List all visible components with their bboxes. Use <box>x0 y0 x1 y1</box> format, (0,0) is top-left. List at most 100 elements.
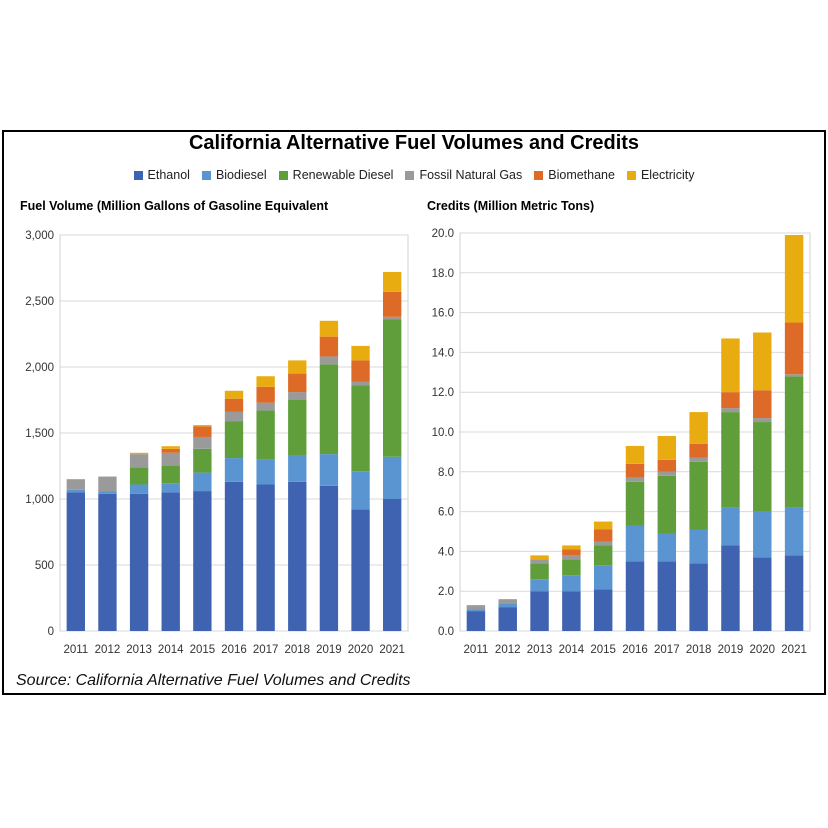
bar-segment <box>593 521 613 530</box>
bar-segment <box>383 319 402 457</box>
bar-segment <box>753 557 772 631</box>
chart-title: California Alternative Fuel Volumes and … <box>188 132 640 154</box>
legend-swatch <box>626 170 636 180</box>
x-tick-label: 2013 <box>527 644 553 656</box>
bar-segment <box>351 509 370 631</box>
bar-segment <box>161 448 180 453</box>
bar-segment <box>593 529 613 542</box>
bar-segment <box>466 609 486 612</box>
bar-segment <box>657 533 677 562</box>
bar-segment <box>288 392 307 400</box>
bar-segment <box>319 320 339 337</box>
legend-swatch <box>201 170 211 180</box>
x-tick-label: 2012 <box>495 644 521 656</box>
bar-segment <box>66 492 85 631</box>
bar-segment <box>351 381 370 386</box>
bar-segment <box>161 492 180 631</box>
bar-segment <box>530 559 549 564</box>
bar-segment <box>319 454 339 486</box>
legend: Ethanol Biodiesel Renewable Diesel Fossil N… <box>0 168 828 182</box>
source-note: Source: California Alternative Fuel Volu… <box>16 672 411 689</box>
bar-segment <box>383 271 402 292</box>
x-tick-label: 2015 <box>190 644 216 656</box>
bar-segment <box>657 435 677 460</box>
bar-segment <box>784 234 804 323</box>
bar-segment <box>193 472 212 492</box>
x-tick-label: 2017 <box>654 644 680 656</box>
bar-segment <box>625 463 645 478</box>
x-tick-label: 2013 <box>126 644 152 656</box>
bar-segment <box>784 322 804 375</box>
bar-segment <box>689 457 708 462</box>
y-tick-label: 500 <box>35 560 54 572</box>
bar-segment <box>593 545 613 566</box>
bar-segment <box>383 291 402 317</box>
bar-segment <box>319 336 339 357</box>
bar-segment <box>351 471 370 510</box>
bar-segment <box>351 385 370 472</box>
bar-segment <box>657 459 677 472</box>
y-tick-label: 3,000 <box>25 230 54 242</box>
x-tick-label: 2021 <box>379 644 405 656</box>
bar-segment <box>562 559 581 576</box>
legend-swatch <box>534 170 544 180</box>
bar-segment <box>66 489 85 493</box>
bar-segment <box>288 373 307 393</box>
legend-label: Electricity <box>640 168 695 182</box>
x-tick-label: 2019 <box>718 644 744 656</box>
bar-segment <box>224 398 244 412</box>
bar-segment <box>129 454 149 468</box>
bar-segment <box>351 360 370 382</box>
y-tick-label: 14.0 <box>432 347 454 359</box>
bar-segment <box>721 412 740 508</box>
bar-segment <box>784 374 804 377</box>
bar-segment <box>256 376 275 387</box>
x-tick-label: 2019 <box>316 644 342 656</box>
bar-segment <box>193 425 212 427</box>
y-tick-label: 4.0 <box>438 546 454 558</box>
bar-segment <box>721 408 740 413</box>
bar-segment <box>689 563 708 631</box>
x-tick-label: 2011 <box>464 644 489 656</box>
x-tick-label: 2021 <box>781 644 807 656</box>
y-tick-label: 20.0 <box>432 228 454 240</box>
legend-label: Fossil Natural Gas <box>419 168 523 182</box>
bar-segment <box>689 461 708 530</box>
bar-segment <box>530 563 549 580</box>
bar-segment <box>562 555 581 560</box>
bar-segment <box>256 410 275 460</box>
legend-swatch <box>278 170 288 180</box>
bar-segment <box>753 422 772 512</box>
bar-segment <box>593 565 613 590</box>
bar-segment <box>498 599 517 604</box>
x-tick-label: 2018 <box>284 644 310 656</box>
bar-segment <box>193 426 212 437</box>
bar-segment <box>288 455 307 482</box>
bar-segment <box>593 589 613 631</box>
bar-segment <box>784 555 804 631</box>
bar-segment <box>129 484 149 494</box>
legend-item: Ethanol <box>133 168 190 182</box>
bar-segment <box>161 466 180 484</box>
bar-segment <box>288 481 307 631</box>
legend-swatch <box>405 170 415 180</box>
x-tick-label: 2016 <box>221 644 247 656</box>
bar-segment <box>562 545 581 550</box>
bar-segment <box>753 332 772 391</box>
bar-segment <box>466 611 486 631</box>
legend-label: Ethanol <box>147 168 190 182</box>
bar-segment <box>657 471 677 476</box>
bar-segment <box>224 411 244 422</box>
bar-segment <box>256 484 275 631</box>
bar-segment <box>625 445 645 464</box>
bar-segment <box>383 456 402 499</box>
y-tick-label: 10.0 <box>432 427 454 439</box>
bar-segment <box>530 555 549 560</box>
legend-item: Electricity <box>626 168 695 182</box>
y-tick-label: 2,000 <box>25 362 54 374</box>
bar-segment <box>498 607 517 631</box>
bar-segment <box>319 364 339 455</box>
bar-segment <box>129 452 149 455</box>
right-chart-title: Credits (Million Metric Tons) <box>427 199 595 213</box>
